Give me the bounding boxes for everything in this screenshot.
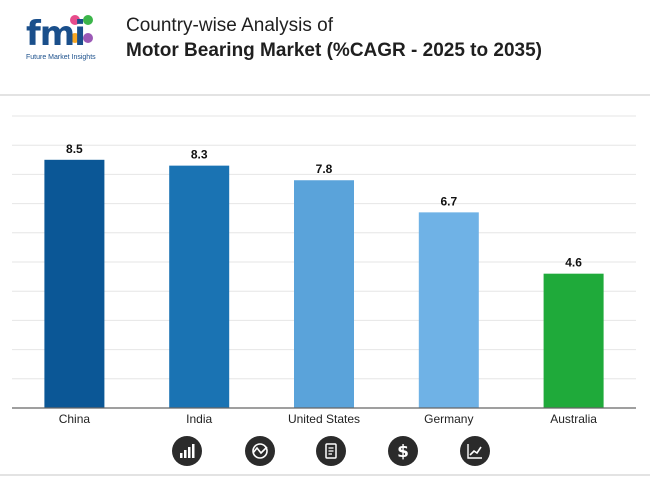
chart-title-line1: Country-wise Analysis of	[126, 15, 333, 36]
growth-chart-icon[interactable]	[460, 436, 490, 466]
footer-icon-row: $	[0, 436, 650, 468]
chart-title-bold: Motor Bearing Market	[126, 40, 322, 61]
chart-title-line2: Motor Bearing Market (%CAGR - 2025 to 20…	[126, 40, 542, 62]
logo-dot	[83, 33, 93, 43]
bar-india[interactable]	[169, 165, 230, 408]
header-divider	[0, 94, 650, 96]
bar-chart: 8.5 China 8.3 India 7.8 United States 6.7 Germa…	[12, 115, 636, 426]
fmi-logo[interactable]: fmi Future Market Insights	[26, 12, 106, 64]
data-label: 7.8	[316, 162, 333, 176]
dollar-icon[interactable]: $	[388, 436, 418, 466]
logo-wordmark: fmi	[26, 14, 86, 54]
x-tick-label: Australia	[550, 412, 597, 426]
data-label: 8.5	[66, 142, 83, 156]
data-label: 4.6	[565, 256, 582, 270]
data-label: 8.3	[191, 148, 208, 162]
bar-chart-icon[interactable]	[172, 436, 202, 466]
bar-united-states[interactable]	[294, 180, 354, 408]
market-trend-icon[interactable]	[245, 436, 275, 466]
chart-title-rest: (%CAGR - 2025 to 2035)	[321, 40, 542, 61]
report-document-icon[interactable]	[316, 436, 346, 466]
logo-dots	[70, 12, 106, 48]
x-tick-label: United States	[288, 412, 360, 426]
logo-tagline: Future Market Insights	[26, 54, 96, 61]
data-label: 6.7	[440, 194, 457, 208]
bar-australia[interactable]	[543, 273, 604, 408]
x-tick-label: China	[59, 412, 91, 426]
x-tick-label: India	[186, 412, 212, 426]
svg-text:$: $	[397, 442, 409, 460]
logo-dot	[70, 33, 80, 43]
header: fmi Future Market Insights Country-wise …	[0, 0, 650, 95]
bar-germany[interactable]	[418, 212, 479, 408]
logo-dot	[70, 15, 80, 25]
bar-china[interactable]	[44, 159, 105, 408]
logo-dot	[83, 15, 93, 25]
footer-divider	[0, 474, 650, 476]
x-tick-label: Germany	[424, 412, 473, 426]
